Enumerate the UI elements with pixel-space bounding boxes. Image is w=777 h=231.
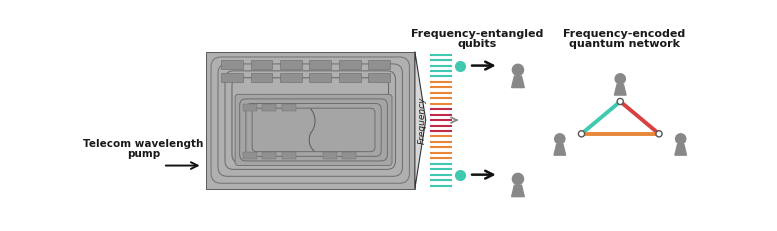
- Polygon shape: [675, 145, 687, 155]
- Bar: [262, 103, 276, 111]
- Polygon shape: [615, 85, 626, 95]
- Circle shape: [675, 134, 686, 144]
- Bar: [281, 152, 295, 159]
- Text: qubits: qubits: [457, 39, 497, 49]
- Bar: [221, 73, 243, 82]
- Text: Frequency-entangled: Frequency-entangled: [411, 29, 543, 39]
- Bar: [262, 152, 276, 159]
- Bar: [280, 73, 301, 82]
- Bar: [250, 60, 272, 69]
- Bar: [323, 152, 337, 159]
- Bar: [309, 73, 331, 82]
- Text: Telecom wavelength: Telecom wavelength: [83, 139, 204, 149]
- Circle shape: [512, 173, 524, 185]
- FancyBboxPatch shape: [235, 94, 392, 166]
- Bar: [339, 60, 361, 69]
- Bar: [221, 60, 243, 69]
- Bar: [243, 103, 256, 111]
- Circle shape: [615, 74, 625, 84]
- Circle shape: [578, 131, 584, 137]
- Text: Frequency: Frequency: [418, 96, 427, 144]
- Circle shape: [555, 134, 565, 144]
- Polygon shape: [511, 76, 524, 88]
- Bar: [368, 60, 390, 69]
- Circle shape: [656, 131, 662, 137]
- Bar: [206, 52, 415, 189]
- Bar: [309, 60, 331, 69]
- Text: quantum network: quantum network: [569, 39, 680, 49]
- Bar: [250, 73, 272, 82]
- Polygon shape: [554, 145, 566, 155]
- Text: pump: pump: [127, 149, 160, 159]
- Bar: [280, 60, 301, 69]
- Polygon shape: [415, 52, 426, 189]
- Circle shape: [512, 64, 524, 75]
- Bar: [339, 73, 361, 82]
- Polygon shape: [511, 185, 524, 197]
- Bar: [243, 152, 256, 159]
- Text: Frequency-encoded: Frequency-encoded: [563, 29, 685, 39]
- Bar: [368, 73, 390, 82]
- Circle shape: [617, 98, 623, 105]
- Bar: [281, 103, 295, 111]
- Bar: [343, 152, 357, 159]
